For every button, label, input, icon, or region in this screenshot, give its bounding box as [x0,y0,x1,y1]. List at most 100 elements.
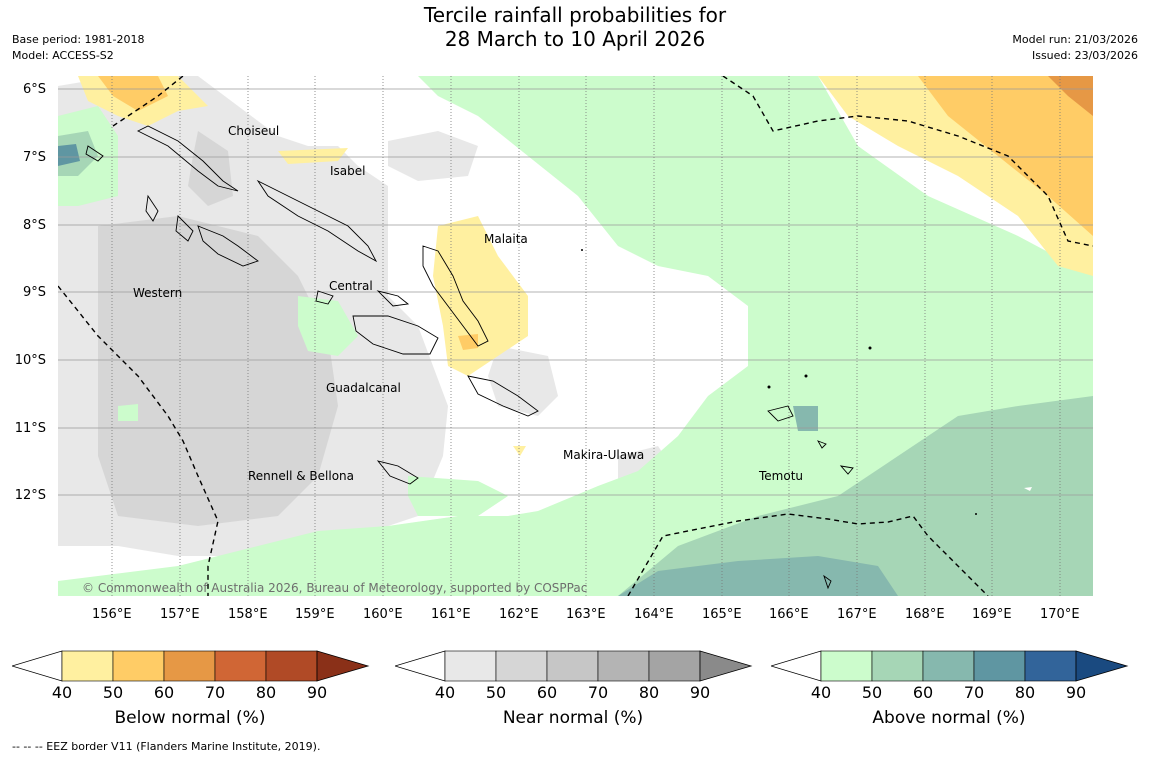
cb-below-tick-90: 90 [306,683,328,702]
copyright-notice: © Commonwealth of Australia 2026, Bureau… [82,581,588,595]
base-period: Base period: 1981-2018 [12,33,145,46]
lon-label-159e: 159°E [295,607,335,622]
label-malaita: Malaita [484,232,528,246]
colorbar-near-normal: 40 50 60 70 80 90 Near normal (%) [393,650,755,740]
lat-label-11s: 11°S [14,421,46,436]
lat-label-7s: 7°S [22,150,46,165]
lat-label-9s: 9°S [22,285,46,300]
map-panel: Choiseul Isabel Malaita Western Central … [58,76,1093,596]
cb-near-tick-40: 40 [434,683,456,702]
cb-above-swatch-5 [1024,650,1077,682]
cb-above-tick-80: 80 [1014,683,1036,702]
cb-above-swatch-1 [820,650,873,682]
colorbar-near-normal-scale [393,650,753,682]
cb-near-tick-60: 60 [536,683,558,702]
lon-label-168e: 168°E [905,607,945,622]
cb-below-tick-70: 70 [204,683,226,702]
cb-below-swatch-2 [112,650,165,682]
lon-label-161e: 161°E [431,607,471,622]
cb-near-swatch-5 [648,650,701,682]
cb-above-tick-50: 50 [861,683,883,702]
central-islands [315,290,410,307]
issued-date: Issued: 23/03/2026 [1031,49,1138,62]
lon-label-157e: 157°E [160,607,200,622]
guadalcanal-island [352,315,439,355]
cb-near-swatch-1 [444,650,497,682]
map-title: Tercile rainfall probabilities for 28 Ma… [0,3,1150,51]
malaita-island [422,245,489,347]
cb-above-swatch-6 [1075,650,1129,682]
below-normal-regions [78,76,1093,456]
eez-borders [58,76,1093,596]
cb-above-swatch-4 [973,650,1026,682]
meta-right: Model run: 21/03/2026 Issued: 23/03/2026 [1012,32,1138,64]
cb-near-tick-50: 50 [485,683,507,702]
model-run: Model run: 21/03/2026 [1012,33,1138,46]
probability-map [58,76,1093,596]
lat-label-8s: 8°S [22,218,46,233]
cb-above-tick-40: 40 [810,683,832,702]
title-line-1: Tercile rainfall probabilities for [423,3,727,27]
label-temotu: Temotu [759,469,804,483]
cb-below-swatch-3 [163,650,216,682]
cb-near-swatch-2 [495,650,548,682]
lon-label-158e: 158°E [228,607,268,622]
model-name: Model: ACCESS-S2 [12,49,114,62]
above-normal-regions [58,76,1093,596]
label-rennell-bellona: Rennell & Bellona [248,469,355,483]
label-central: Central [329,279,373,293]
cb-below-swatch-4 [214,650,267,682]
cb-below-title: Below normal (%) [114,708,266,728]
cb-near-swatch-6 [699,650,753,682]
cb-below-swatch-5 [265,650,318,682]
colorbar-below-normal-scale [10,650,370,682]
cb-below-swatch-1 [61,650,114,682]
cb-below-swatch-6 [316,650,370,682]
cb-above-tick-70: 70 [963,683,985,702]
lat-label-6s: 6°S [22,82,46,97]
cb-below-tick-50: 50 [102,683,124,702]
lon-label-169e: 169°E [972,607,1012,622]
western-islands [145,194,259,267]
rennell-island [376,460,419,485]
eez-legend-note: -- -- -- EEZ border V11 (Flanders Marine… [12,740,321,753]
cb-above-swatch-3 [922,650,975,682]
lat-label-10s: 10°S [14,353,46,368]
title-line-2: 28 March to 10 April 2026 [444,27,706,51]
cb-above-swatch-2 [871,650,924,682]
cb-near-title: Near normal (%) [502,708,644,728]
makira-island [467,375,539,417]
cb-above-title: Above normal (%) [872,708,1026,728]
cb-near-swatch-3 [546,650,599,682]
temotu-islands [85,145,854,590]
label-isabel: Isabel [330,164,366,178]
label-makira-ulawa: Makira-Ulawa [563,448,645,462]
label-choiseul: Choiseul [228,124,280,138]
cb-below-tick-80: 80 [255,683,277,702]
lon-label-156e: 156°E [92,607,132,622]
cb-below-tick-60: 60 [153,683,175,702]
lon-label-166e: 166°E [769,607,809,622]
lon-label-164e: 164°E [634,607,674,622]
small-islets [581,249,977,515]
lon-label-160e: 160°E [363,607,403,622]
gridlines [58,88,1093,496]
cb-near-tick-90: 90 [689,683,711,702]
lat-label-12s: 12°S [14,488,46,503]
lon-label-162e: 162°E [499,607,539,622]
lon-label-167e: 167°E [837,607,877,622]
colorbar-above-normal-scale [769,650,1129,682]
label-western: Western [133,286,183,300]
cb-near-tick-80: 80 [638,683,660,702]
isabel-island [256,179,378,263]
colorbar-below-normal: 40 50 60 70 80 90 Below normal (%) [10,650,372,740]
cb-above-tick-60: 60 [912,683,934,702]
cb-near-swatch-4 [597,650,650,682]
islands [85,125,854,590]
choiseul-island [136,125,239,192]
cb-near-tick-70: 70 [587,683,609,702]
lon-label-163e: 163°E [566,607,606,622]
lon-label-165e: 165°E [702,607,742,622]
cb-above-tick-90: 90 [1065,683,1087,702]
colorbar-above-normal: 40 50 60 70 80 90 Above normal (%) [769,650,1131,740]
